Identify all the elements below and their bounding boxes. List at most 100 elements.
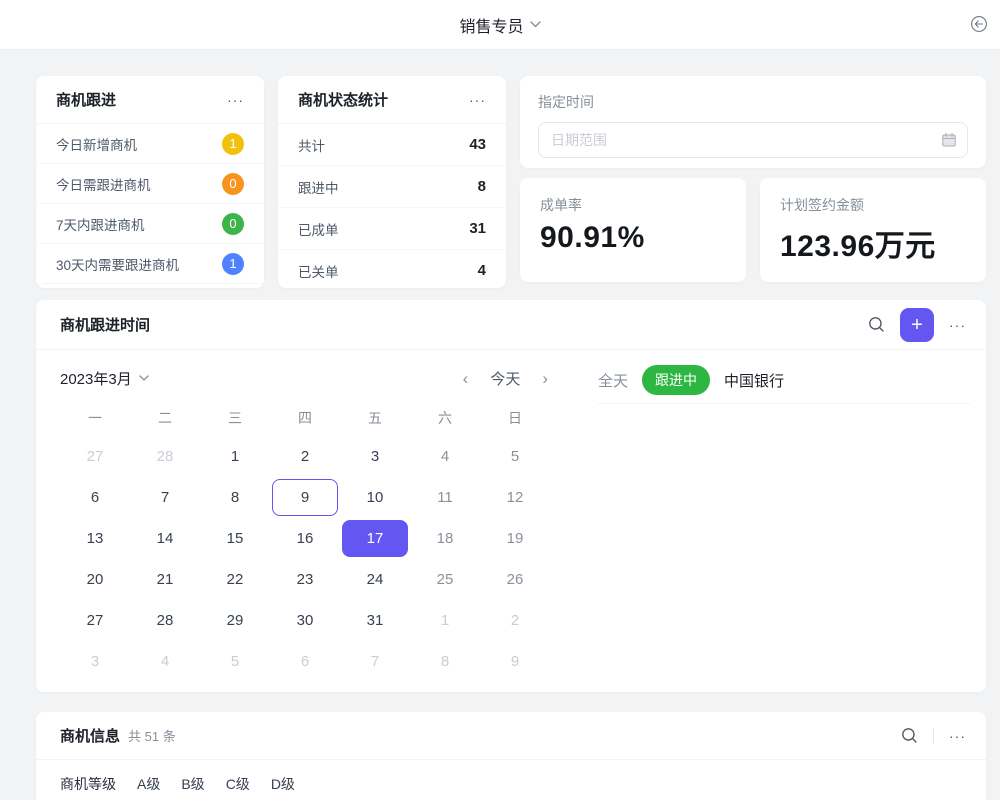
day-cell[interactable]: 24	[366, 571, 384, 588]
followup-list-item[interactable]: 今日新增商机 1	[36, 124, 264, 164]
grade-option[interactable]: B级	[181, 776, 205, 792]
selected-day-pill: 17	[342, 520, 408, 557]
day-cell[interactable]: 31	[366, 612, 384, 629]
deal-rate-value: 90.91%	[540, 221, 645, 254]
day-cell[interactable]: 7	[160, 489, 170, 506]
day-cell[interactable]: 25	[436, 571, 454, 588]
opportunity-info-title: 商机信息	[60, 728, 121, 745]
more-icon[interactable]: ···	[227, 91, 244, 108]
day-cell[interactable]: 5	[230, 653, 240, 670]
day-cell[interactable]: 1	[230, 448, 240, 465]
calendar-icon[interactable]	[941, 132, 957, 148]
day-cell[interactable]: 12	[506, 489, 524, 506]
status-value: 4	[477, 262, 486, 279]
role-selector[interactable]: 销售专员	[459, 13, 541, 37]
today-button[interactable]: 今天	[490, 368, 520, 389]
day-cell[interactable]: 21	[156, 571, 174, 588]
status-row: 跟进中 8	[278, 166, 506, 208]
event-list: 全天 跟进中 中国银行	[576, 350, 986, 692]
next-month-button[interactable]: ›	[542, 368, 548, 388]
event-item[interactable]: 全天 跟进中 中国银行	[598, 362, 970, 398]
day-cell[interactable]: 6	[300, 653, 310, 670]
more-icon[interactable]: ···	[949, 316, 966, 333]
deal-rate-label: 成单率	[540, 197, 582, 213]
day-cell[interactable]: 19	[506, 530, 524, 547]
switch-account-icon[interactable]	[970, 15, 988, 33]
status-label: 跟进中	[298, 180, 339, 196]
followup-list-item[interactable]: 今日需跟进商机 0	[36, 164, 264, 204]
more-icon[interactable]: ···	[949, 727, 966, 744]
search-icon[interactable]	[901, 727, 918, 744]
weekday-header: 六	[438, 410, 452, 426]
day-cell[interactable]: 2	[300, 448, 310, 465]
followup-item-label: 30天内需要跟进商机	[56, 257, 180, 273]
event-time: 全天	[598, 372, 629, 390]
followup-item-label: 今日需跟进商机	[56, 177, 151, 193]
day-cell[interactable]: 15	[226, 530, 244, 547]
day-cell[interactable]: 11	[437, 489, 453, 506]
grade-option[interactable]: A级	[137, 776, 161, 792]
status-card-title: 商机状态统计	[298, 92, 389, 109]
day-cell-selected[interactable]: 17	[340, 518, 410, 559]
top-bar: 销售专员	[0, 0, 1000, 50]
day-cell[interactable]: 23	[296, 571, 314, 588]
day-cell-today[interactable]: 9	[270, 477, 340, 518]
search-icon[interactable]	[868, 316, 885, 333]
day-cell[interactable]: 4	[440, 448, 450, 465]
day-cell[interactable]: 14	[156, 530, 174, 547]
day-cell[interactable]: 27	[86, 448, 104, 465]
day-cell[interactable]: 4	[160, 653, 170, 670]
prev-month-button[interactable]: ‹	[462, 368, 469, 388]
day-cell[interactable]: 2	[510, 612, 520, 629]
event-title: 中国银行	[724, 372, 785, 390]
day-cell[interactable]: 27	[86, 612, 104, 629]
followup-list-item[interactable]: 7天内跟进商机 0	[36, 204, 264, 244]
day-cell[interactable]: 30	[296, 612, 314, 629]
count-badge: 0	[222, 172, 244, 195]
grade-filter-label: 商机等级	[60, 776, 116, 792]
followup-card: 商机跟进 ··· 今日新增商机 1 今日需跟进商机 0 7天内跟进商机 0 30天内需要跟进…	[36, 76, 264, 288]
grade-option[interactable]: C级	[225, 776, 250, 792]
status-value: 43	[469, 136, 486, 153]
day-cell[interactable]: 28	[156, 448, 174, 465]
day-cell[interactable]: 9	[510, 653, 520, 670]
date-range-input[interactable]: 日期范围	[538, 122, 968, 158]
status-label: 已成单	[298, 222, 339, 238]
day-cell[interactable]: 20	[86, 571, 104, 588]
calendar: 2023年3月 ‹ 今天 › 一二三四五六日 27 28 1 2 3 4 5 6 7 8 9 10 11 1…	[36, 350, 576, 692]
day-cell[interactable]: 8	[440, 653, 450, 670]
day-cell[interactable]: 29	[226, 612, 244, 629]
chevron-down-icon	[139, 375, 149, 381]
deal-rate-card: 成单率 90.91%	[520, 178, 746, 282]
day-cell[interactable]: 1	[440, 612, 450, 629]
weekday-header: 五	[368, 410, 382, 426]
day-cell[interactable]: 3	[90, 653, 100, 670]
day-cell[interactable]: 5	[510, 448, 520, 465]
day-cell[interactable]: 16	[296, 530, 314, 547]
month-selector[interactable]: 2023年3月	[60, 368, 149, 389]
day-cell[interactable]: 7	[370, 653, 380, 670]
divider	[598, 403, 970, 404]
more-icon[interactable]: ···	[469, 91, 486, 108]
status-row: 已成单 31	[278, 208, 506, 250]
count-badge: 1	[222, 132, 244, 155]
event-status-badge: 跟进中	[642, 365, 711, 395]
followup-time-card: 商机跟进时间 + ··· 2023年3月	[36, 300, 986, 692]
day-cell[interactable]: 22	[226, 571, 244, 588]
day-cell[interactable]: 28	[156, 612, 174, 629]
day-cell[interactable]: 6	[90, 489, 100, 506]
day-cell[interactable]: 13	[86, 530, 104, 547]
day-cell[interactable]: 10	[366, 489, 384, 506]
day-cell[interactable]: 8	[230, 489, 240, 506]
day-cell[interactable]: 26	[506, 571, 524, 588]
grade-option[interactable]: D级	[270, 776, 295, 792]
status-label: 已关单	[298, 264, 339, 280]
followup-list-item[interactable]: 30天内需要跟进商机 1	[36, 244, 264, 284]
add-button[interactable]: +	[900, 307, 934, 342]
weekday-header: 四	[298, 410, 312, 426]
day-cell[interactable]: 3	[370, 448, 380, 465]
day-cell[interactable]: 18	[436, 530, 454, 547]
followup-card-title: 商机跟进	[56, 92, 117, 109]
status-card: 商机状态统计 ··· 共计 43 跟进中 8 已成单 31 已关单 4	[278, 76, 506, 288]
count-badge: 0	[222, 212, 244, 235]
